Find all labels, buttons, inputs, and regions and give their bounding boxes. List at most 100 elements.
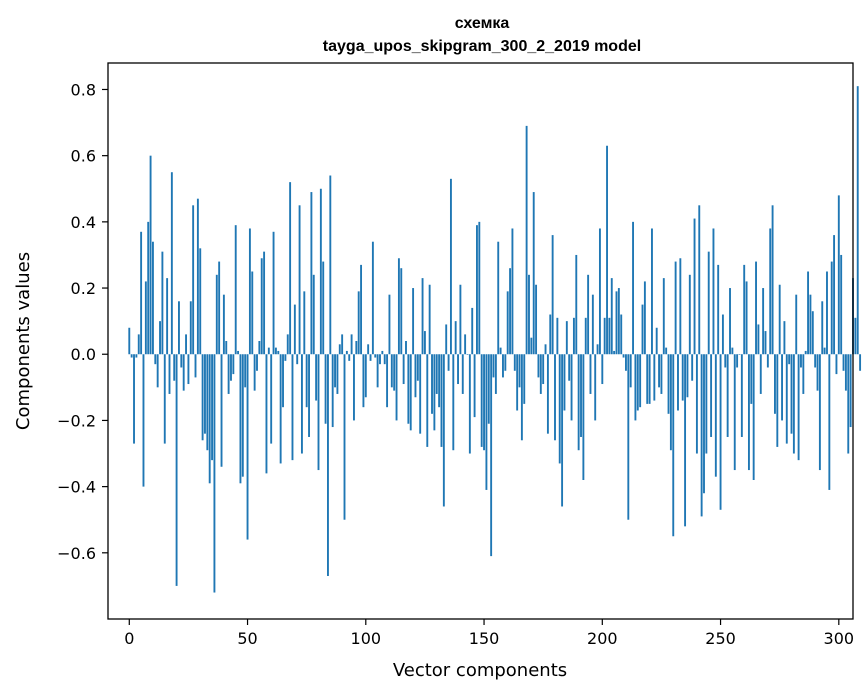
- bar: [296, 354, 299, 365]
- bar: [438, 354, 441, 408]
- bar: [166, 278, 169, 355]
- bar: [258, 341, 261, 355]
- bar: [844, 354, 847, 391]
- bar: [454, 321, 457, 355]
- bar: [809, 294, 812, 355]
- bar: [594, 354, 597, 421]
- bar: [608, 317, 611, 355]
- bar: [738, 354, 741, 355]
- bar: [532, 192, 535, 355]
- bar: [147, 221, 150, 355]
- bar: [137, 334, 140, 355]
- bar: [253, 354, 256, 391]
- x-tick-label: 150: [469, 629, 500, 648]
- bar: [769, 228, 772, 355]
- bar: [502, 354, 504, 378]
- bar: [752, 354, 755, 480]
- bar: [239, 354, 242, 484]
- bar: [140, 231, 143, 355]
- bar: [717, 264, 720, 355]
- bar: [774, 354, 776, 414]
- bar: [759, 354, 762, 394]
- bar: [750, 354, 753, 404]
- bar: [584, 317, 587, 355]
- bar: [364, 354, 367, 398]
- bar: [499, 347, 502, 355]
- bar: [343, 354, 346, 520]
- bar: [310, 192, 313, 355]
- bar: [856, 86, 859, 355]
- bar: [303, 291, 306, 355]
- bar: [606, 145, 608, 355]
- bar: [319, 188, 322, 355]
- bar: [357, 291, 360, 355]
- bar: [400, 268, 403, 355]
- bar: [367, 344, 370, 355]
- bar: [317, 354, 320, 471]
- bar: [660, 354, 663, 394]
- bar: [227, 354, 230, 394]
- bar: [199, 248, 202, 355]
- bar: [379, 354, 381, 365]
- bar: [428, 284, 431, 355]
- bar: [414, 354, 417, 398]
- bar: [192, 205, 195, 355]
- bar: [341, 334, 344, 355]
- bar: [397, 258, 400, 355]
- bar: [603, 317, 606, 355]
- bar: [837, 195, 840, 355]
- bar: [771, 205, 774, 355]
- bar: [206, 354, 209, 451]
- bar: [535, 284, 538, 355]
- bar: [376, 354, 379, 388]
- bar: [648, 354, 651, 404]
- bar: [700, 354, 703, 517]
- bar: [154, 354, 157, 365]
- bar: [785, 354, 788, 444]
- bar: [662, 278, 665, 355]
- bar: [371, 241, 374, 355]
- bar: [416, 354, 419, 381]
- bar: [854, 317, 857, 355]
- bar: [598, 228, 601, 355]
- bar: [457, 354, 459, 385]
- bar: [721, 314, 724, 355]
- bar: [814, 354, 817, 368]
- bar: [230, 354, 232, 381]
- bar: [695, 354, 698, 454]
- bar: [634, 354, 637, 421]
- bar: [279, 354, 282, 464]
- bar: [402, 354, 405, 385]
- x-tick-label: 0: [124, 629, 134, 648]
- bar: [315, 354, 318, 401]
- bar: [651, 228, 653, 355]
- bar: [504, 354, 507, 371]
- bar: [412, 288, 415, 355]
- bar: [284, 354, 287, 361]
- bars-group: [128, 86, 862, 593]
- bar: [331, 354, 334, 428]
- bar: [204, 354, 206, 434]
- bar: [674, 261, 677, 355]
- bar: [265, 354, 268, 474]
- bar: [447, 354, 450, 371]
- bar: [622, 354, 625, 358]
- bar: [840, 254, 843, 355]
- bar: [182, 354, 185, 391]
- bar: [419, 354, 422, 434]
- bar: [518, 354, 521, 388]
- bar: [369, 354, 372, 361]
- bar: [818, 354, 821, 471]
- bar: [591, 294, 594, 355]
- y-tick-label: 0.6: [71, 147, 96, 166]
- bar: [705, 354, 708, 454]
- bar: [386, 354, 389, 408]
- bar: [170, 172, 173, 355]
- bar: [374, 354, 377, 358]
- bar: [423, 331, 426, 355]
- bar: [712, 228, 715, 355]
- bar: [669, 354, 672, 451]
- bar: [388, 294, 391, 355]
- bar: [218, 261, 221, 355]
- bar: [811, 311, 814, 355]
